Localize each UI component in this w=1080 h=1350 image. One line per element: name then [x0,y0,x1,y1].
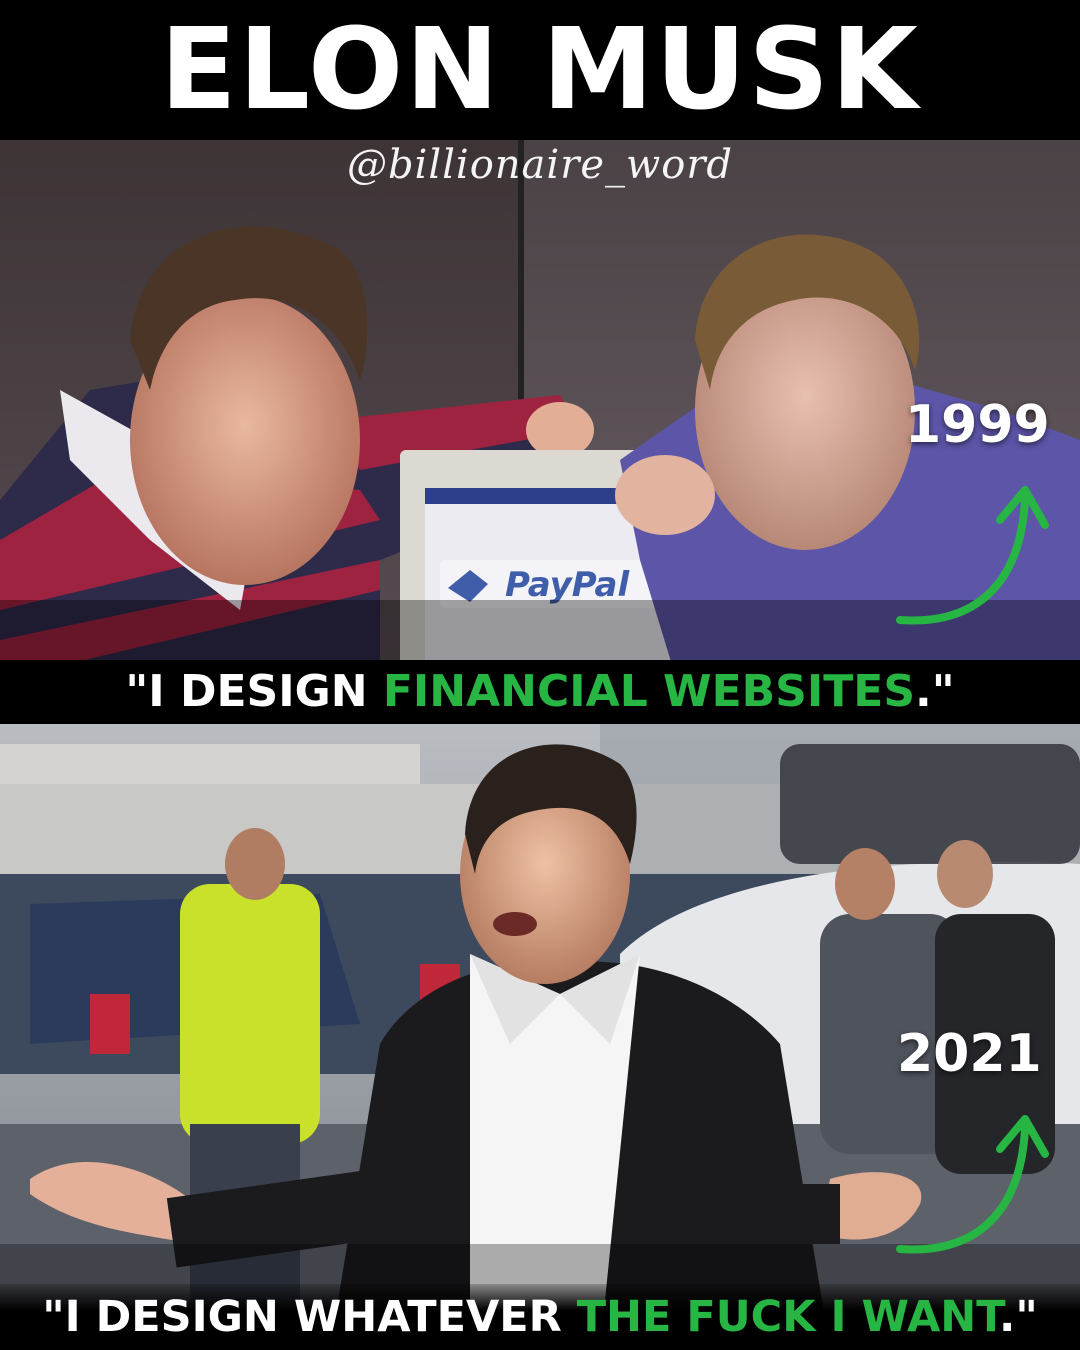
header-bar: ELON MUSK [0,0,1080,140]
photo-1999: PayPal [0,140,1080,724]
quote-2021-highlight: THE FUCK I WANT [576,1292,1000,1342]
quote-1999-close: ." [915,666,955,717]
panel-2021: 2021 "I DESIGN WHATEVER THE FUCK I WANT.… [0,724,1080,1350]
quote-1999: "I DESIGN FINANCIAL WEBSITES." [0,660,1080,724]
panel-1999: PayPal @billionaire_word 1999 "I DESIGN … [0,140,1080,724]
quote-1999-open: "I DESIGN [125,666,383,717]
quote-1999-highlight: FINANCIAL WEBSITES [382,666,916,717]
page-title: ELON MUSK [160,5,920,135]
curved-up-arrow-icon [896,1115,1049,1254]
year-label-2021: 2021 [897,1024,1042,1084]
year-label-1999: 1999 [905,395,1050,455]
paypal-logo-text: PayPal [505,565,630,605]
quote-2021-open: "I DESIGN WHATEVER [42,1292,577,1342]
curved-up-arrow-icon [896,486,1049,625]
account-handle: @billionaire_word [346,142,734,188]
quote-2021-close: ." [999,1292,1038,1342]
quote-2021: "I DESIGN WHATEVER THE FUCK I WANT." [0,1284,1080,1350]
